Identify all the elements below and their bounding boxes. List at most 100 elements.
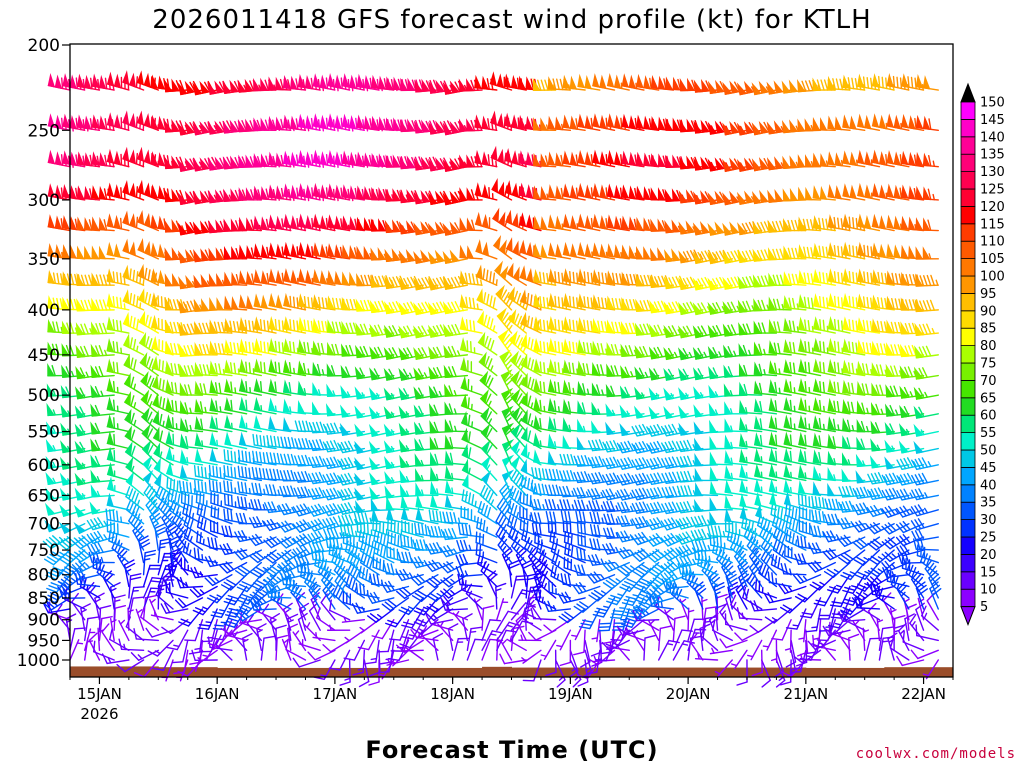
barb-flag [147,650,159,657]
barb-half-flag [104,349,108,357]
barb-flag [197,465,200,478]
barb-flag [165,565,178,568]
barb-pennant [62,215,70,230]
wind-barb [140,389,160,415]
barb-flag [112,319,116,331]
barb-half-flag [123,643,126,651]
barb-flag [347,119,350,131]
wind-barb [122,210,145,232]
barb-pennant [128,72,137,88]
barb-flag [144,314,149,327]
barb-flag [118,638,123,650]
barb-flag [84,274,89,286]
barb-flag [169,477,172,490]
barb-pennant [123,372,131,388]
wind-barb [91,114,115,131]
barb-flag [464,579,467,592]
barb-flag [130,652,140,661]
barb-flag [168,562,179,570]
surface-segment [482,666,512,677]
barb-pennant [113,243,122,258]
barb-half-flag [485,526,489,534]
barb-pennant [62,244,70,259]
barb-flag [94,386,101,398]
barb-flag [143,483,151,494]
barb-half-flag [204,406,207,414]
barb-flag [296,246,299,258]
barb-half-flag [133,419,137,427]
barb-flag [195,491,198,504]
barb-half-flag [81,462,86,469]
barb-pennant [106,377,115,393]
barb-flag [65,613,77,620]
barb-flag [397,535,400,547]
barb-pennant [90,403,100,417]
barb-flag [245,361,248,374]
barb-pennant [83,216,92,231]
barb-flag [136,318,139,331]
barb-flag [129,357,134,370]
barb-flag [166,525,177,534]
barb-flag [325,117,329,130]
barb-staff [98,617,103,642]
wind-barbs [42,70,942,688]
barb-pennant [106,148,115,164]
wind-barb [106,241,130,260]
barb-flag [160,296,163,308]
barb-flag [95,299,101,311]
barb-pennant [122,264,130,281]
barb-flag [212,480,215,493]
barb-pennant [153,442,161,458]
barb-flag [230,399,233,412]
wind-barb [128,573,142,599]
barb-flag [102,274,108,286]
barb-pennant [62,271,70,285]
barb-flag [65,366,71,378]
barb-flag [223,493,226,506]
wind-barb [136,146,160,168]
barb-flag [75,77,78,90]
barb-half-flag [76,642,84,645]
barb-half-flag [149,418,153,425]
barb-flag [86,533,94,545]
barb-pennant [76,216,85,231]
wind-barb [101,653,130,665]
barb-pennant [137,237,145,254]
barb-flag [132,338,137,351]
barb-pennant [62,73,70,88]
barb-pennant [106,430,115,446]
barb-flag [79,441,86,453]
barb-flag [148,489,156,500]
barb-half-flag [137,513,141,520]
barb-pennant [143,72,151,88]
barb-pennant [106,213,115,228]
barb-half-flag [154,650,161,655]
barb-half-flag [103,520,108,527]
barb-flag [129,292,133,305]
barb-flag [129,337,133,349]
surface-terrain [70,666,954,677]
barb-pennant [54,215,63,230]
barb-half-flag [142,279,145,286]
barb-flag [63,576,74,585]
barb-flag [210,505,213,517]
barb-flag [116,362,119,374]
barb-flag [105,508,108,521]
wind-barb [106,520,130,538]
barb-staff [101,631,115,652]
barb-pennant [69,216,77,231]
barb-flag [79,387,86,399]
barb-flag [478,544,482,557]
barb-half-flag [495,160,498,168]
barb-pennant [141,423,151,439]
barb-flag [116,341,119,354]
wind-barb [59,504,86,518]
barb-flag [223,464,226,477]
barb-flag [71,564,81,574]
barb-flag [150,491,158,502]
barb-flag [475,531,478,544]
barb-flag [104,154,108,167]
wind-barb [125,499,145,525]
wind-barb [94,592,105,621]
barb-flag [79,424,86,436]
